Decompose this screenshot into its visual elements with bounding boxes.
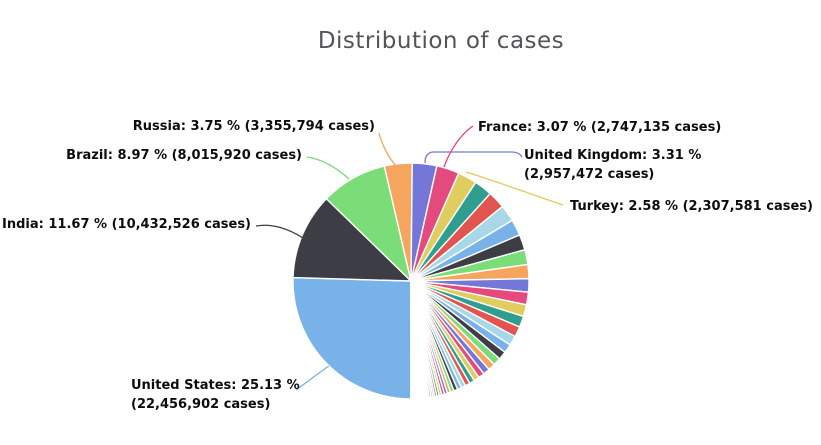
chart-title: Distribution of cases (317, 28, 565, 54)
slice-label-united-kingdom-line1: United Kingdom: 3.31 % (524, 148, 702, 163)
slice-label-russia: Russia: 3.75 % (3,355,794 cases) (132, 119, 375, 134)
pie-slice-india[interactable] (292, 197, 413, 282)
slice-label-united-kingdom-line2: (2,957,472 cases) (524, 167, 655, 182)
leader-line-russia (378, 132, 396, 166)
slice-label-india: India: 11.67 % (10,432,526 cases) (2, 217, 251, 232)
slice-label-united-states: United States: 25.13 % (22,456,902 cases… (131, 376, 300, 414)
pie-slice-united-states[interactable] (292, 276, 412, 400)
leader-line-united-states (295, 365, 330, 391)
leader-line-turkey (465, 171, 564, 206)
leader-line-united-kingdom (424, 151, 523, 164)
slice-label-united-states-line1: United States: 25.13 % (131, 378, 300, 393)
slice-label-turkey: Turkey: 2.58 % (2,307,581 cases) (570, 199, 813, 214)
leader-line-france (443, 125, 474, 168)
slice-label-france: France: 3.07 % (2,747,135 cases) (478, 120, 722, 135)
leader-line-brazil (306, 156, 350, 180)
leader-line-india (255, 224, 304, 239)
slice-label-united-kingdom: United Kingdom: 3.31 % (2,957,472 cases) (524, 146, 701, 184)
slice-label-brazil: Brazil: 8.97 % (8,015,920 cases) (66, 148, 302, 163)
slice-label-united-states-line2: (22,456,902 cases) (131, 397, 271, 412)
